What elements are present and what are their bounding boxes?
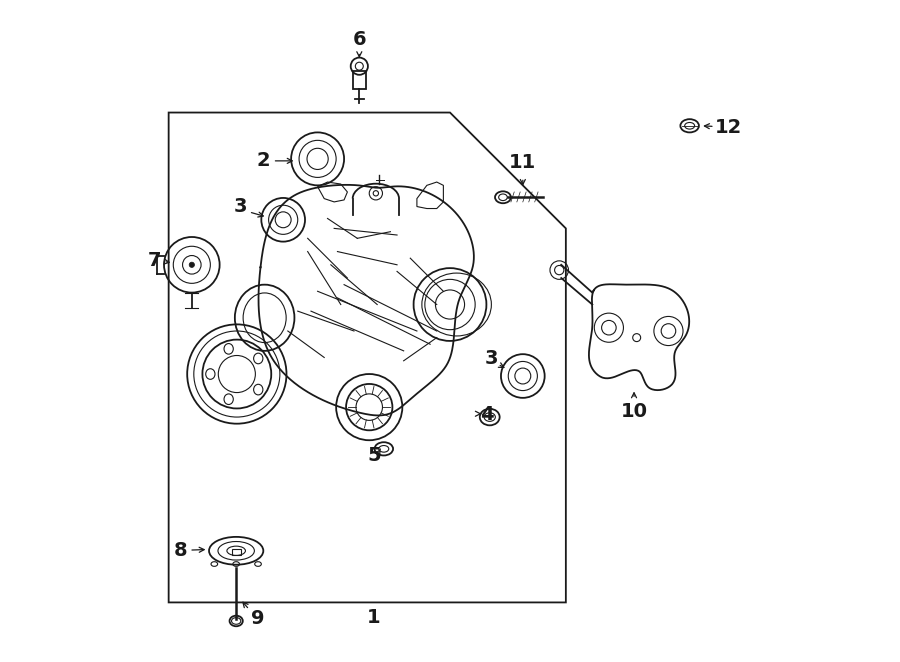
- Text: 6: 6: [353, 30, 366, 49]
- Text: 2: 2: [256, 151, 270, 169]
- Text: 1: 1: [367, 608, 381, 627]
- Text: 11: 11: [509, 153, 536, 171]
- Text: 7: 7: [148, 251, 161, 269]
- Text: 5: 5: [367, 446, 381, 465]
- Text: 4: 4: [480, 405, 493, 424]
- Text: 10: 10: [620, 402, 647, 421]
- Text: 8: 8: [174, 542, 187, 560]
- Bar: [353, 71, 366, 89]
- Text: 3: 3: [233, 197, 247, 216]
- Circle shape: [189, 262, 194, 267]
- Text: 12: 12: [715, 118, 742, 136]
- Bar: [231, 549, 241, 555]
- Text: 3: 3: [484, 350, 498, 368]
- Text: 9: 9: [251, 609, 265, 628]
